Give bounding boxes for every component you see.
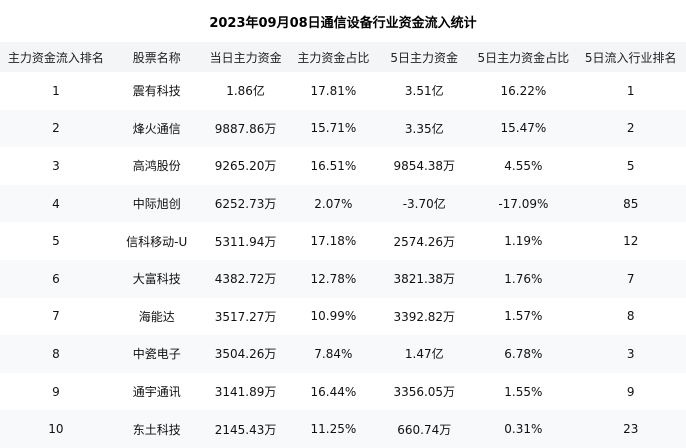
table-cell: 通宇通讯: [132, 385, 181, 400]
table-cell: 3: [52, 158, 60, 173]
table-cell: 大富科技: [132, 272, 181, 287]
table-cell: 10: [48, 422, 64, 437]
table-cell: 1.47亿: [404, 347, 444, 362]
table-row: 1 震有科技 1.86亿 17.81% 3.51亿 16.22% 1: [0, 72, 686, 110]
column-header: 5日主力资金: [377, 42, 472, 72]
table-cell: 1: [52, 83, 60, 98]
table-cell: 1.19%: [504, 234, 543, 249]
table-cell: -17.09%: [498, 196, 549, 211]
table-row: 5 信科移动-U 5311.94万 17.18% 2574.26万 1.19% 12: [0, 222, 686, 260]
table-cell: 10.99%: [310, 309, 357, 324]
table-cell: 3.35亿: [404, 121, 444, 136]
table-header-row: 主力资金流入排名 股票名称 当日主力资金 主力资金占比 5日主力资金 5日主力资金占比 5日…: [0, 42, 686, 72]
table-cell: 2574.26万: [393, 234, 456, 249]
table-cell: 3: [626, 346, 635, 361]
table-cell: 2.07%: [314, 196, 353, 211]
table-cell: 信科移动-U: [126, 234, 188, 249]
table-cell: 7: [626, 271, 635, 286]
table-cell: 3517.27万: [214, 309, 277, 324]
table-cell: 高鸿股份: [132, 159, 181, 174]
table-cell: 2: [626, 121, 635, 136]
table-row: 4 中际旭创 6252.73万 2.07% -3.70亿 -17.09% 85: [0, 184, 686, 223]
table-cell: 7: [52, 309, 60, 324]
column-header: 主力资金流入排名: [0, 42, 112, 72]
table-cell: -3.70亿: [402, 197, 446, 212]
table-cell: 15.71%: [310, 121, 357, 136]
table-cell: 1.76%: [504, 271, 543, 286]
table-cell: 烽火通信: [132, 121, 181, 136]
table-cell: 12.78%: [310, 271, 357, 286]
page-title: 2023年09月08日通信设备行业资金流入统计: [209, 15, 477, 31]
table-cell: 12: [623, 234, 639, 249]
table-cell: 1.55%: [504, 384, 543, 399]
table-row: 10 东土科技 2145.43万 11.25% 660.74万 0.31% 23: [0, 410, 686, 448]
table-cell: 11.25%: [310, 422, 357, 437]
table-cell: 3141.89万: [214, 385, 277, 400]
table-cell: 2145.43万: [214, 422, 277, 437]
table-cell: 0.31%: [504, 422, 543, 437]
table-header: 主力资金流入排名 股票名称 当日主力资金 主力资金占比 5日主力资金 5日主力资金占比 5日…: [0, 42, 686, 72]
table-cell: 1: [626, 83, 635, 98]
column-header: 主力资金占比: [289, 42, 378, 72]
table-cell: 中瓷电子: [132, 347, 181, 362]
table-cell: 9: [52, 384, 60, 399]
table-cell: 4.55%: [504, 158, 543, 173]
table-cell: 8: [52, 346, 60, 361]
table-cell: 16.51%: [310, 158, 357, 173]
table-cell: 4382.72万: [214, 272, 277, 287]
table-cell: 中际旭创: [132, 197, 181, 212]
table-cell: 17.81%: [310, 83, 357, 98]
table-cell: 3.51亿: [404, 84, 444, 99]
column-header: 当日主力资金: [201, 42, 290, 72]
table-cell: 8: [626, 309, 635, 324]
table-cell: 16.44%: [310, 384, 357, 399]
table-cell: 3821.38万: [393, 272, 456, 287]
table-cell: 5: [626, 158, 635, 173]
table-cell: 4: [52, 196, 60, 211]
table-cell: 1.57%: [504, 309, 543, 324]
column-header: 5日主力资金占比: [471, 42, 576, 72]
table-row: 7 海能达 3517.27万 10.99% 3392.82万 1.57% 8: [0, 298, 686, 336]
table-cell: 1.86亿: [226, 84, 265, 99]
table-cell: 9854.38万: [393, 159, 456, 174]
table-cell: 6.78%: [504, 346, 543, 361]
table-cell: 7.84%: [314, 346, 353, 361]
table-cell: 17.18%: [310, 234, 357, 249]
table-row: 2 烽火通信 9887.86万 15.71% 3.35亿 15.47% 2: [0, 109, 686, 148]
table-cell: 5: [52, 234, 60, 249]
table-cell: 2: [52, 121, 60, 136]
table-cell: 660.74万: [397, 422, 452, 437]
table-row: 6 大富科技 4382.72万 12.78% 3821.38万 1.76% 7: [0, 259, 686, 298]
table-row: 8 中瓷电子 3504.26万 7.84% 1.47亿 6.78% 3: [0, 335, 686, 373]
table-cell: 3356.05万: [393, 385, 456, 400]
table-row: 9 通宇通讯 3141.89万 16.44% 3356.05万 1.55% 9: [0, 373, 686, 411]
table-cell: 23: [623, 422, 639, 437]
table-cell: 9887.86万: [214, 121, 277, 136]
table-cell: 海能达: [138, 309, 175, 324]
table-cell: 15.47%: [500, 121, 547, 136]
table-cell: 16.22%: [500, 83, 547, 98]
table-cell: 东土科技: [132, 422, 181, 437]
capital-flow-table: 主力资金流入排名 股票名称 当日主力资金 主力资金占比 5日主力资金 5日主力资金占比 5日…: [0, 42, 686, 448]
table-cell: 5311.94万: [214, 234, 277, 249]
table-cell: 6252.73万: [214, 197, 277, 212]
table-row: 3 高鸿股份 9265.20万 16.51% 9854.38万 4.55% 5: [0, 147, 686, 185]
table-cell: 9265.20万: [214, 159, 277, 174]
column-header: 股票名称: [111, 42, 202, 72]
table-cell: 85: [623, 196, 639, 211]
table-body: 1 震有科技 1.86亿 17.81% 3.51亿 16.22% 1 2 烽火通信 9887.86…: [0, 72, 686, 448]
column-header: 5日流入行业排名: [575, 42, 686, 72]
table-cell: 震有科技: [132, 84, 181, 99]
table-cell: 9: [626, 384, 635, 399]
table-cell: 3392.82万: [393, 309, 456, 324]
table-cell: 3504.26万: [214, 347, 277, 362]
table-cell: 6: [52, 271, 60, 286]
